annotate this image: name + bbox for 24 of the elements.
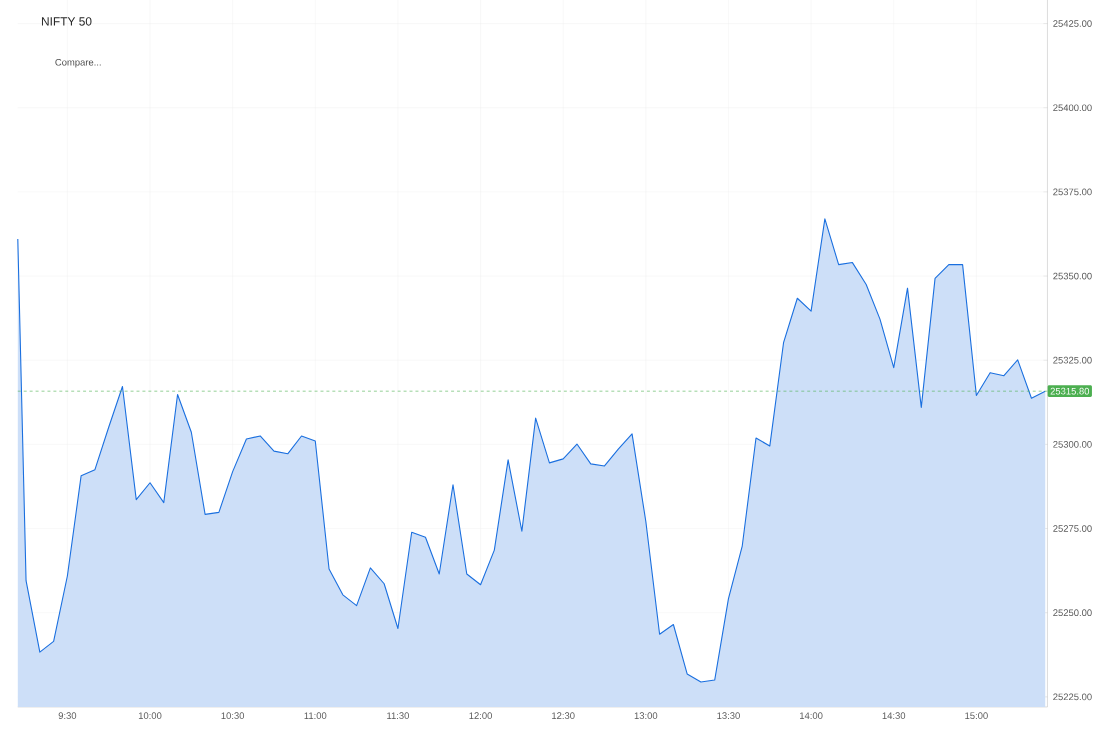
annotation: Compare...: [55, 59, 101, 68]
x-tick-label: 9:30: [58, 712, 77, 720]
ref-line-label: 25315.80: [1050, 388, 1090, 395]
x-tick-label: 11:30: [387, 712, 409, 720]
y-tick-label: 25225.00: [1053, 693, 1092, 701]
x-tick-label: 15:00: [965, 712, 988, 720]
text: NIFTY 50: [41, 17, 92, 26]
x-tick-label: 12:30: [552, 712, 575, 720]
y-tick-label: 25425.00: [1053, 20, 1092, 28]
x-tick-label: 14:30: [882, 712, 906, 720]
y-tick-label: 25350.00: [1053, 272, 1092, 280]
y-tick-label: 25250.00: [1053, 609, 1092, 617]
x-tick-label: 12:00: [469, 712, 492, 720]
y-tick-label: 25375.00: [1053, 188, 1092, 196]
x-tick-label: 11:00: [304, 712, 327, 720]
x-tick-label: 13:00: [634, 712, 658, 720]
x-tick-label: 14:00: [800, 712, 823, 720]
y-tick-label: 25325.00: [1053, 357, 1092, 364]
y-tick-label: 25300.00: [1053, 441, 1092, 448]
x-tick-label: 10:00: [138, 712, 162, 720]
x-tick-label: 13:30: [717, 712, 740, 720]
y-tick-label: 25400.00: [1053, 104, 1092, 112]
y-tick-label: 25275.00: [1053, 525, 1092, 533]
x-tick-label: 10:30: [221, 712, 245, 720]
